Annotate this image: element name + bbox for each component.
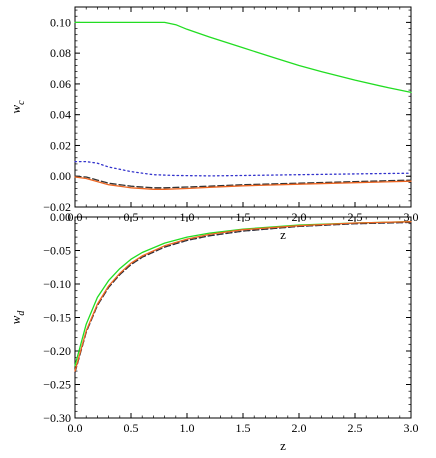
panel2-x-tick-label: 0.5 bbox=[124, 421, 139, 435]
panel1-y-tick-label: 0.02 bbox=[50, 138, 71, 152]
panel2-x-tick-label: 1.0 bbox=[180, 421, 195, 435]
panel2-y-tick-label: −0.25 bbox=[43, 378, 71, 392]
panel2-series-3-dashed-line bbox=[74, 221, 412, 374]
panel1-y-tick-label: 0.06 bbox=[50, 77, 71, 91]
panel1-y-tick-label: 0.08 bbox=[50, 46, 71, 60]
panel2-y-tick-label: −0.05 bbox=[43, 244, 71, 258]
panel2-x-tick-label: 0.0 bbox=[68, 421, 83, 435]
panel1-y-tick-label: 0.04 bbox=[50, 108, 71, 122]
panel1-y-tick-label: −0.02 bbox=[43, 200, 71, 214]
panel2-y-tick-label: −0.20 bbox=[43, 344, 71, 358]
panel2-y-tick-label: −0.10 bbox=[43, 277, 71, 291]
panel1-y-axis-label-main: w bbox=[8, 105, 23, 114]
panel2-x-tick-label: 2.5 bbox=[348, 421, 363, 435]
panel1-plot-frame bbox=[74, 6, 412, 208]
panel1-series-2-dotted-line bbox=[74, 160, 412, 177]
panel1-y-tick-label: 0.10 bbox=[50, 15, 71, 29]
panel2-y-axis-label-main: w bbox=[8, 315, 23, 324]
panel1-series-1-solid-line bbox=[74, 21, 412, 94]
panel1-series-3-dashed-line bbox=[74, 175, 412, 189]
panel2-plot-frame bbox=[74, 216, 412, 419]
panel2-x-tick-label: 2.0 bbox=[292, 421, 307, 435]
panel2-series-4-solid-line bbox=[74, 221, 412, 372]
panel1-series-4-solid-line bbox=[74, 176, 412, 190]
panel2-y-tick-label: −0.15 bbox=[43, 311, 71, 325]
panel2-x-tick-label: 1.5 bbox=[236, 421, 251, 435]
panel2-y-axis-label-subscript: d bbox=[16, 310, 27, 316]
panel2-y-tick-label: −0.30 bbox=[43, 411, 71, 425]
panel1-y-axis-label: wc bbox=[8, 100, 27, 114]
panel1-x-axis-label: z bbox=[280, 227, 286, 242]
panel2-x-axis-label: z bbox=[280, 438, 286, 453]
panel2-x-tick-label: 3.0 bbox=[404, 421, 419, 435]
panel1-y-axis-label-subscript: c bbox=[16, 100, 27, 105]
panel2-y-axis-label: wd bbox=[8, 310, 27, 325]
panel2-y-tick-label: 0.00 bbox=[50, 210, 71, 224]
panel2-series-1-solid-line bbox=[74, 221, 412, 367]
panel2-series-2-dotted-line bbox=[74, 221, 412, 374]
panel1-y-tick-label: 0.00 bbox=[50, 169, 71, 183]
